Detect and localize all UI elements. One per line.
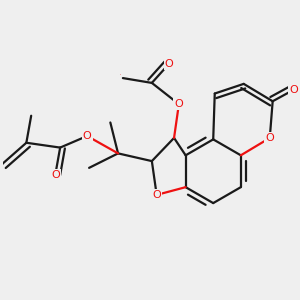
Text: O: O <box>83 131 92 141</box>
Text: O: O <box>266 133 274 143</box>
Text: O: O <box>290 85 298 95</box>
Text: O: O <box>120 74 121 75</box>
Text: O: O <box>152 190 161 200</box>
Text: O: O <box>175 99 183 109</box>
Text: O: O <box>165 58 174 69</box>
Text: O: O <box>51 169 60 180</box>
